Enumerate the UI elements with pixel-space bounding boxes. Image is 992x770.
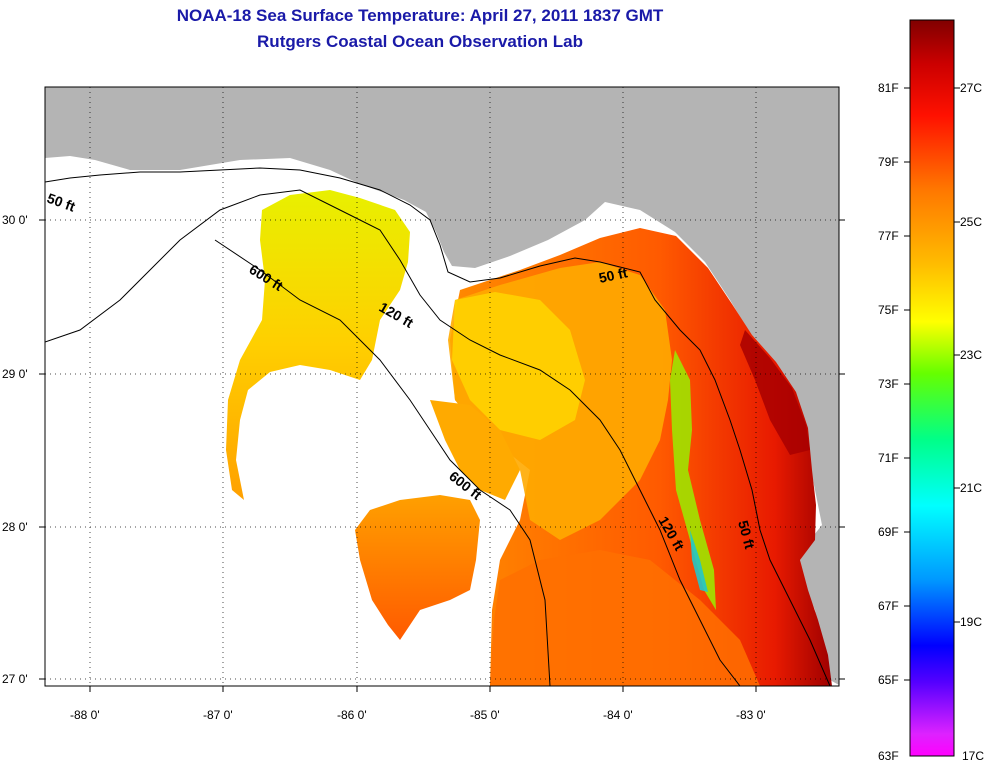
sst-central-patch (430, 400, 520, 500)
colorbar-f-label: 81F (878, 81, 899, 95)
map-frame (44, 86, 840, 687)
lat-label: 27 0' (2, 672, 28, 686)
colorbar-ticks (904, 87, 960, 681)
lat-label: 29 0' (2, 367, 28, 381)
colorbar-f-label: 67F (878, 599, 899, 613)
colorbar-f-label: 63F (878, 749, 899, 763)
sst-southwest-patch (355, 495, 480, 640)
colorbar-c-label: 17C (962, 749, 984, 763)
lon-label: -83 0' (736, 708, 766, 722)
colorbar-f-label: 69F (878, 525, 899, 539)
colorbar-f-label: 77F (878, 229, 899, 243)
colorbar-f-label: 75F (878, 303, 899, 317)
colorbar: 81F 79F 77F 75F 73F 71F 69F 67F 65F 63F … (878, 19, 984, 763)
lon-label: -88 0' (70, 708, 100, 722)
lon-label: -84 0' (603, 708, 633, 722)
sst-northwest-patch (226, 190, 410, 500)
colorbar-c-label: 27C (960, 81, 982, 95)
axis-ticks (39, 219, 845, 692)
lon-label: -87 0' (203, 708, 233, 722)
sst-cool-streak (670, 350, 716, 610)
colorbar-c-label: 19C (960, 615, 982, 629)
colorbar-gradient (909, 19, 955, 757)
colorbar-f-label: 73F (878, 377, 899, 391)
depth-contour-50ft-north (45, 167, 831, 686)
land-mass (45, 87, 839, 685)
colorbar-f-label: 79F (878, 155, 899, 169)
contour-label-50ft-east: 50 ft (735, 519, 758, 551)
lon-label: -85 0' (470, 708, 500, 722)
map-subtitle: Rutgers Coastal Ocean Observation Lab (257, 32, 583, 51)
sst-yellow-band (452, 292, 585, 440)
map-title: NOAA-18 Sea Surface Temperature: April 2… (176, 6, 664, 25)
depth-contour-120ft (45, 189, 741, 686)
lat-label: 28 0' (2, 520, 28, 534)
sst-hot-nearshore (740, 330, 810, 455)
colorbar-c-label: 25C (960, 215, 982, 229)
lat-label: 30 0' (2, 213, 28, 227)
colorbar-f-label: 71F (878, 451, 899, 465)
map-area: 50 ft 600 ft 120 ft 50 ft 600 ft 120 ft … (45, 87, 839, 686)
contour-label-50ft-north: 50 ft (597, 264, 629, 286)
sst-cold-streak (690, 530, 708, 592)
depth-contour-600ft (214, 239, 551, 686)
colorbar-f-label: 65F (878, 673, 899, 687)
lon-label: -86 0' (337, 708, 367, 722)
sst-south-warm (490, 550, 760, 686)
colorbar-c-label: 21C (960, 481, 982, 495)
colorbar-c-label: 23C (960, 348, 982, 362)
